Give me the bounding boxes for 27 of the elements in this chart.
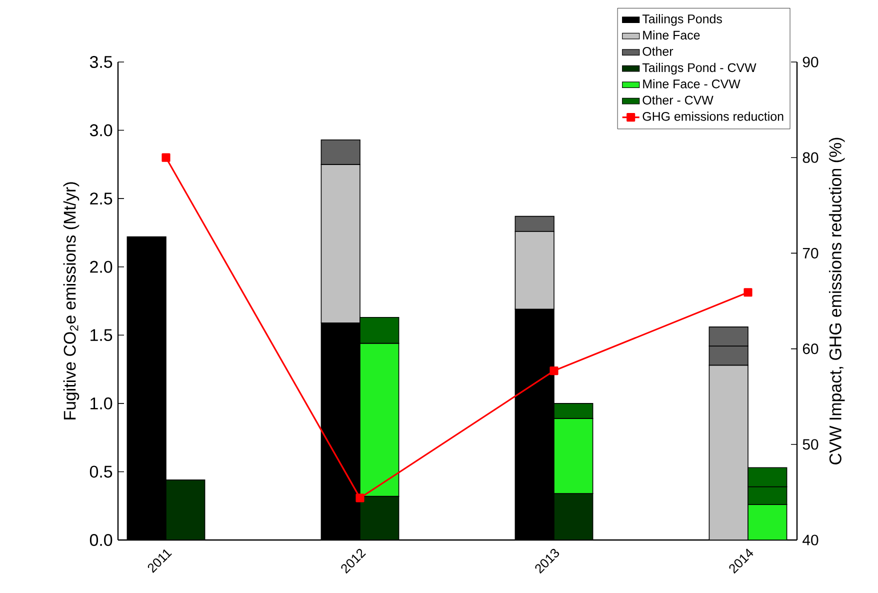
- legend-label: GHG emissions reduction: [642, 112, 784, 121]
- point: [744, 288, 752, 297]
- y-tick-label: 1.0: [90, 397, 112, 410]
- y2-tick-label: 70: [802, 248, 818, 258]
- y2-tick-label: 40: [802, 534, 818, 546]
- legend-label: Other - CVW: [642, 95, 714, 105]
- y-axis-title: Fugitive CO$_{2}$e emissions (Mt/yr): [63, 182, 80, 420]
- legend-label: Tailings Pond - CVW: [642, 62, 756, 75]
- point: [356, 494, 364, 502]
- legend-label: Mine Face - CVW: [643, 79, 740, 88]
- y2-tick-label: 80: [802, 152, 818, 163]
- point: [550, 366, 558, 376]
- y-tick-label: 0.5: [90, 466, 112, 478]
- y-tick-label: 2.5: [90, 192, 112, 205]
- y2-tick-label: 60: [802, 344, 818, 354]
- legend-label: Tailings Ponds: [642, 14, 722, 26]
- y2-tick-label: 90: [802, 56, 818, 68]
- y-tick-label: 3.0: [90, 124, 112, 136]
- legend-label: Other: [642, 46, 674, 56]
- y-tick-label: 2.0: [90, 260, 112, 273]
- point: [162, 153, 170, 162]
- y-tick-label: 1.5: [90, 329, 112, 342]
- y2-tick-label: 50: [802, 439, 818, 450]
- y-tick-label: 3.5: [90, 56, 112, 68]
- y-tick-label: 0.0: [90, 534, 112, 546]
- y2-axis-title: CVW Impact, GHG emissions reduction (%): [828, 138, 845, 464]
- legend-label: Mine Face: [643, 30, 700, 40]
